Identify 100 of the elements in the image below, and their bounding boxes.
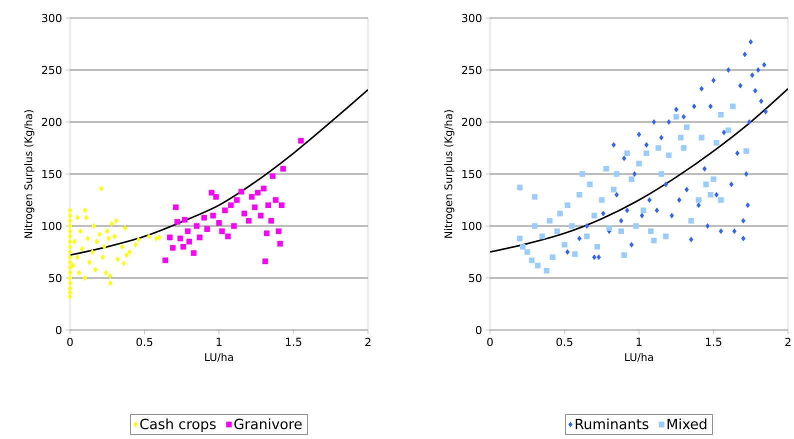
point xyxy=(98,232,102,238)
point xyxy=(743,148,750,154)
point xyxy=(231,223,237,229)
point xyxy=(136,236,141,242)
point xyxy=(718,197,724,203)
point xyxy=(612,142,616,148)
point xyxy=(624,208,630,214)
point xyxy=(177,236,184,242)
x-axis-title: LU/ha xyxy=(205,352,233,362)
x-tick-label: 0 xyxy=(67,338,73,346)
point xyxy=(546,218,552,224)
point xyxy=(732,228,737,234)
point xyxy=(108,273,112,279)
point xyxy=(576,192,582,198)
point xyxy=(644,150,650,156)
point xyxy=(270,173,276,179)
point xyxy=(666,119,671,125)
point xyxy=(246,218,252,224)
point xyxy=(532,223,538,229)
point xyxy=(710,176,716,182)
point xyxy=(652,119,656,125)
point xyxy=(666,152,672,158)
point xyxy=(68,212,72,218)
point xyxy=(298,138,304,144)
point xyxy=(587,182,593,188)
point xyxy=(705,223,710,229)
point xyxy=(122,225,128,231)
point xyxy=(170,245,176,251)
point xyxy=(680,145,687,151)
point xyxy=(603,166,610,172)
point xyxy=(673,114,680,120)
point xyxy=(264,230,270,236)
point xyxy=(146,234,152,240)
point xyxy=(182,216,188,223)
legend-label: Ruminants xyxy=(576,418,648,430)
point xyxy=(696,197,702,203)
point xyxy=(580,171,586,177)
point xyxy=(539,234,545,240)
x-axis-title: LU/ha xyxy=(625,352,653,362)
point xyxy=(569,223,575,229)
point xyxy=(68,270,72,276)
point xyxy=(204,226,210,232)
point xyxy=(689,236,694,242)
y-tick-label: 250 xyxy=(42,66,62,74)
point xyxy=(68,275,72,281)
point xyxy=(68,280,72,286)
point xyxy=(133,242,138,248)
point xyxy=(606,225,612,231)
x-tick-label: 1 xyxy=(636,338,642,346)
point xyxy=(614,171,620,177)
point xyxy=(596,254,601,260)
point xyxy=(82,208,88,214)
point xyxy=(68,249,72,255)
point xyxy=(234,197,240,203)
point xyxy=(584,234,590,240)
point xyxy=(68,290,72,296)
point xyxy=(68,223,72,229)
point xyxy=(68,264,72,270)
point xyxy=(194,223,200,229)
y-tick-label: 50 xyxy=(49,274,62,282)
point xyxy=(238,188,244,194)
point xyxy=(554,228,560,234)
legend-label: Mixed xyxy=(668,418,706,430)
point xyxy=(722,130,726,136)
point xyxy=(534,262,540,268)
point xyxy=(718,112,724,118)
y-tick-label: 200 xyxy=(462,118,482,126)
point xyxy=(190,250,196,256)
x-tick-label: 0.5 xyxy=(556,338,572,346)
point xyxy=(698,134,704,140)
point xyxy=(735,150,740,156)
point xyxy=(80,246,84,252)
point xyxy=(714,140,720,146)
point xyxy=(276,228,282,234)
point xyxy=(726,128,732,134)
point xyxy=(640,212,644,218)
point xyxy=(172,204,179,210)
point xyxy=(186,238,192,244)
point xyxy=(108,280,112,286)
point xyxy=(601,210,606,216)
point xyxy=(684,124,690,130)
point xyxy=(711,78,716,84)
point xyxy=(718,228,724,234)
x-tick-label: 1.5 xyxy=(286,338,302,346)
point xyxy=(76,270,82,276)
point xyxy=(741,236,746,242)
point xyxy=(622,156,626,162)
point xyxy=(75,214,80,220)
point xyxy=(248,194,255,200)
point xyxy=(105,228,110,234)
point xyxy=(114,218,118,224)
y-tick-label: 200 xyxy=(42,118,62,126)
point xyxy=(703,182,709,188)
point xyxy=(670,212,674,218)
point xyxy=(252,204,258,210)
point xyxy=(618,228,624,234)
point xyxy=(68,234,72,240)
point xyxy=(632,171,637,177)
point xyxy=(756,67,760,73)
point xyxy=(517,184,523,190)
